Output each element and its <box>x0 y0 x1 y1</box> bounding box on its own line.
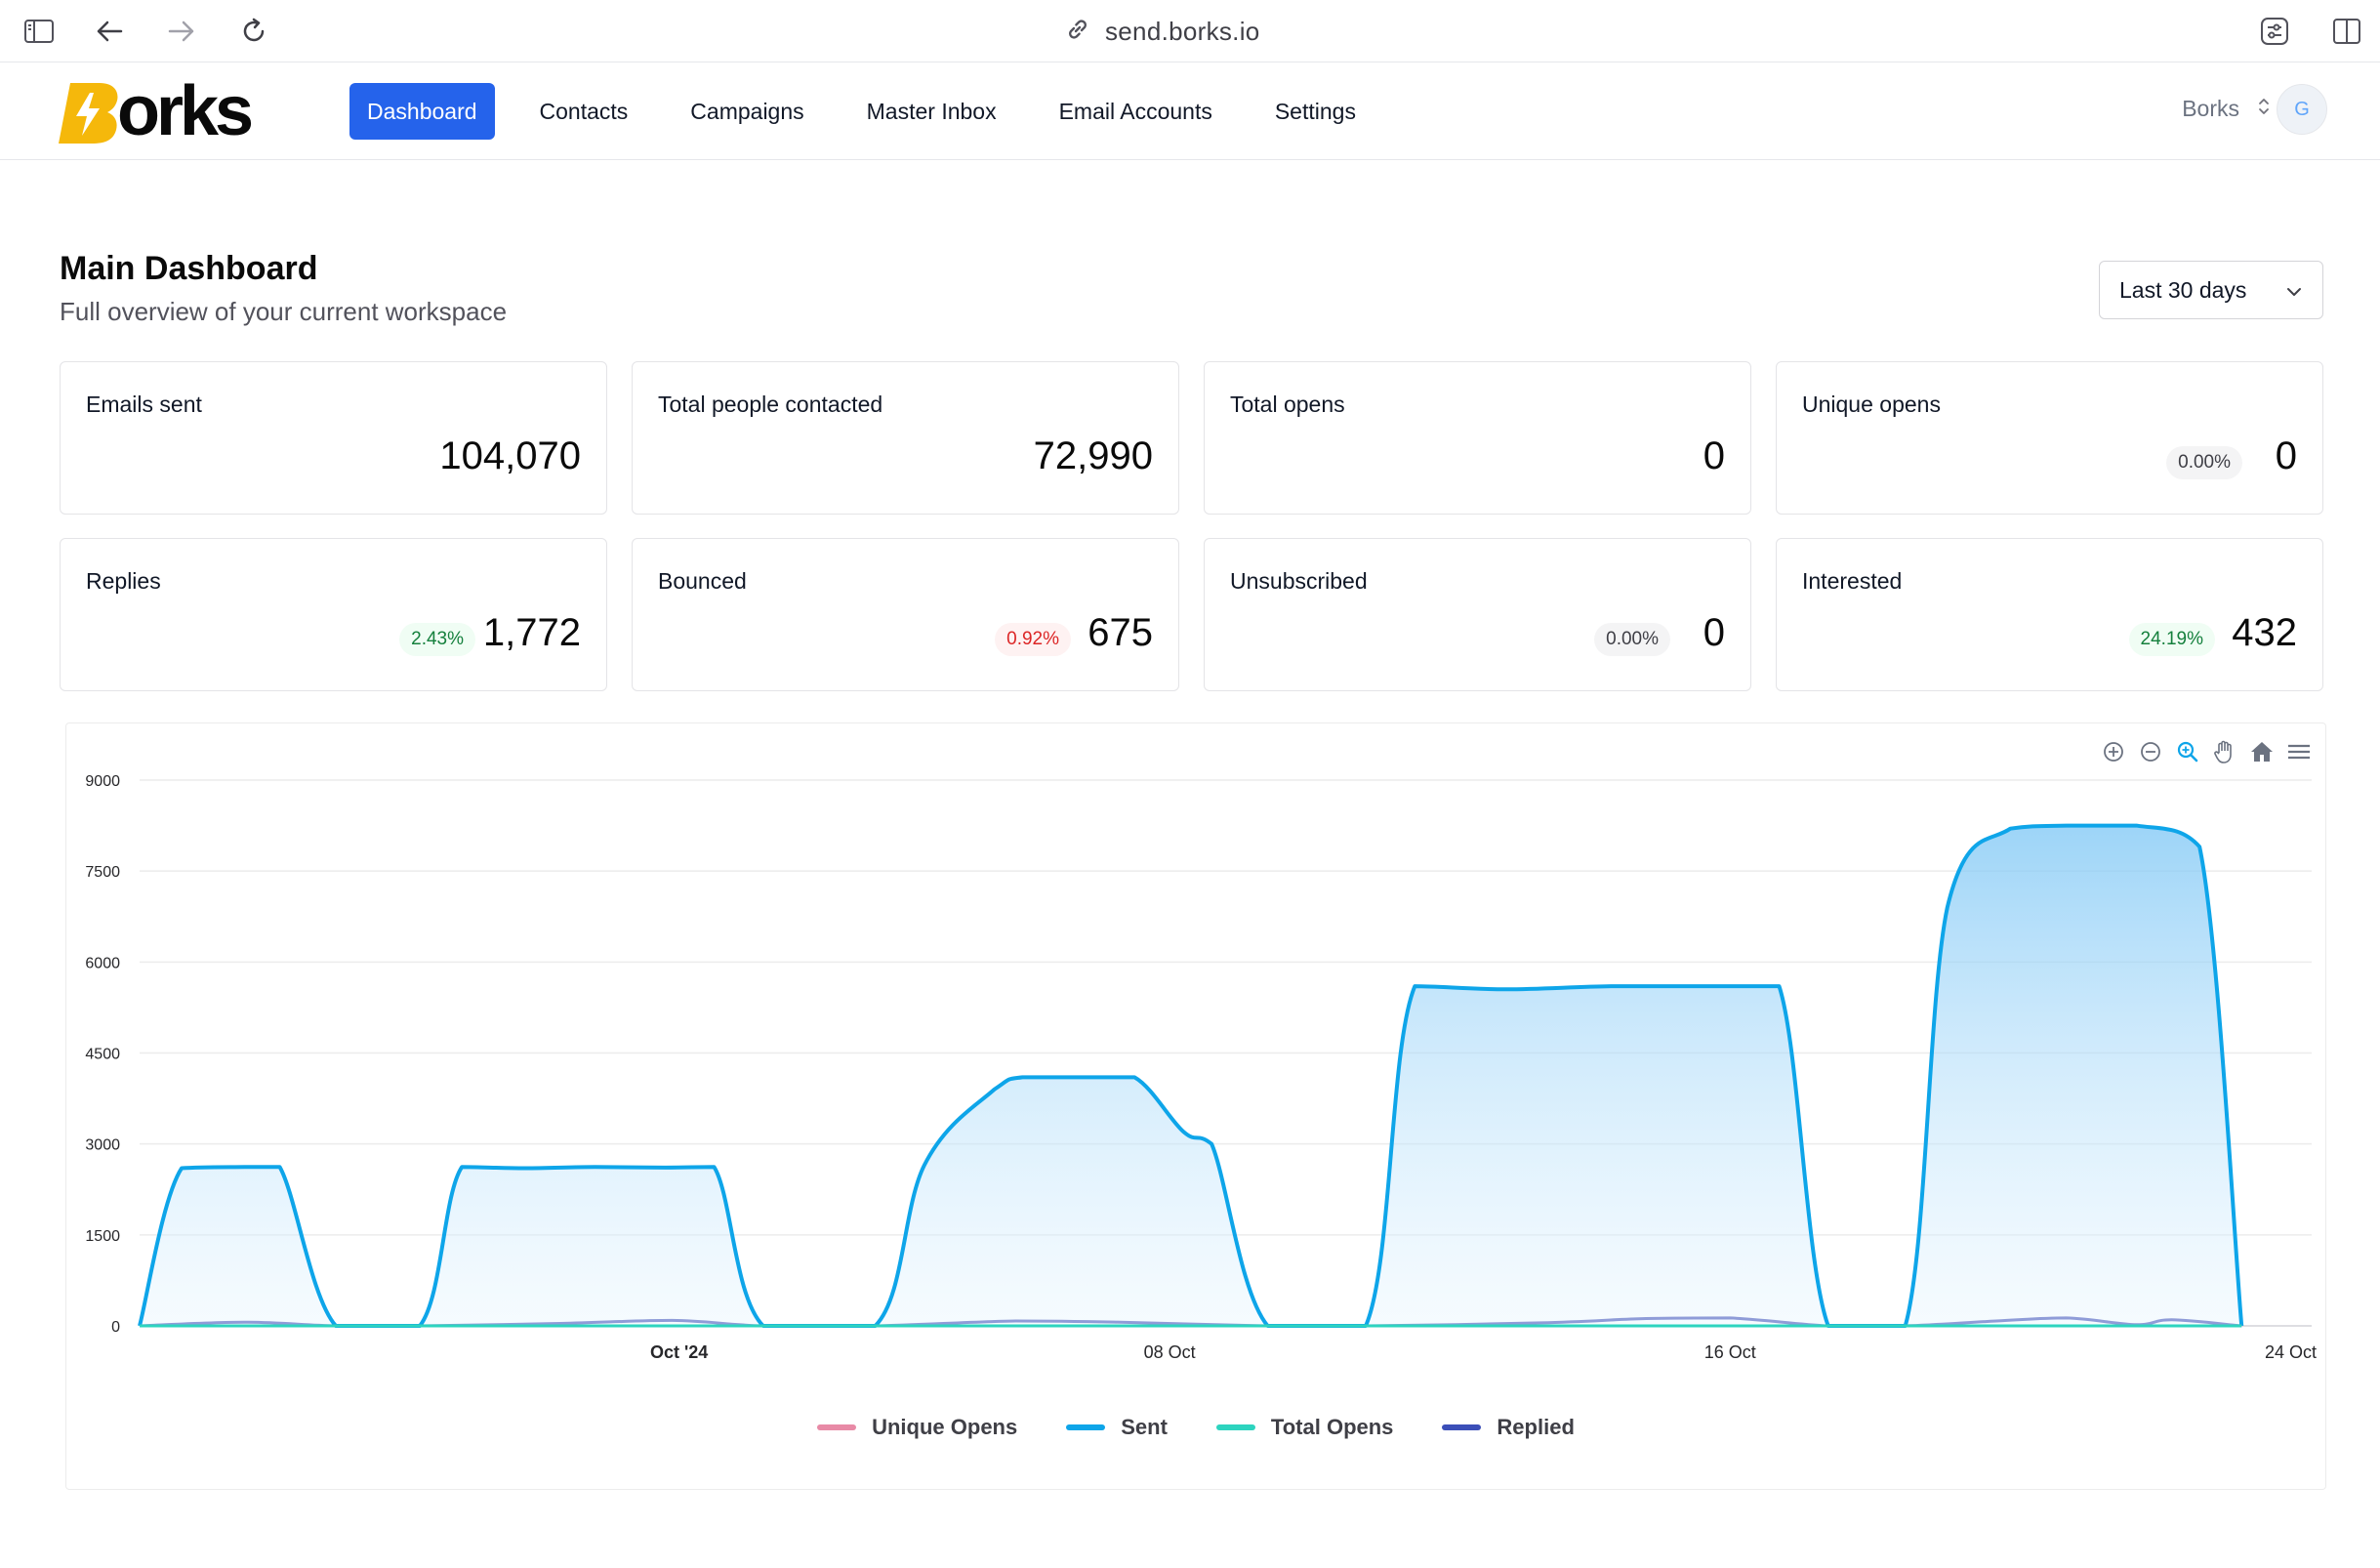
nav-settings[interactable]: Settings <box>1274 98 1356 124</box>
pan-hand-icon[interactable] <box>2210 737 2239 766</box>
stat-label: Unsubscribed <box>1230 568 1368 594</box>
stat-value: 72,990 <box>1033 434 1153 477</box>
stat-value: 104,070 <box>439 434 581 477</box>
stat-card-unsubscribed: Unsubscribed 0.00% 0 <box>1204 538 1751 691</box>
page-title: Main Dashboard <box>60 250 318 287</box>
back-arrow-icon[interactable] <box>94 16 125 47</box>
legend-label: Replied <box>1497 1415 1575 1439</box>
series-line-sent <box>138 823 2244 1328</box>
workspace-switcher[interactable]: Borks <box>2182 96 2271 122</box>
stat-label: Emails sent <box>86 392 202 417</box>
series-area-sent <box>140 825 2242 1326</box>
reset-home-icon[interactable] <box>2247 737 2277 766</box>
chart-toolbar <box>2099 737 2314 766</box>
app-header: orks Dashboard Contacts Campaigns Master… <box>0 62 2380 160</box>
browser-toolbar: send.borks.io <box>0 0 2380 62</box>
nav-campaigns[interactable]: Campaigns <box>690 98 804 124</box>
x-tick-label: 24 Oct <box>2265 1342 2317 1362</box>
workspace-name: Borks <box>2182 96 2239 121</box>
stat-value: 0 <box>1703 434 1725 477</box>
chart-plot: 9000 7500 6000 4500 3000 1500 0 Oct '24 08 Oct 16… <box>85 773 2317 1362</box>
legend-swatch <box>1442 1424 1482 1430</box>
stat-card-replies: Replies 2.43% 1,772 <box>60 538 607 691</box>
stat-percent-badge: 24.19% <box>2128 623 2215 656</box>
y-tick-label: 9000 <box>85 773 120 790</box>
forward-arrow-icon[interactable] <box>166 16 197 47</box>
stat-card-interested: Interested 24.19% 432 <box>1776 538 2323 691</box>
stat-percent-badge: 2.43% <box>399 623 475 656</box>
menu-icon[interactable] <box>2284 737 2314 766</box>
chevron-up-down-icon <box>2257 96 2271 122</box>
legend-label: Total Opens <box>1270 1415 1394 1439</box>
stat-card-emails-sent: Emails sent 104,070 <box>60 361 607 515</box>
x-tick-label: 16 Oct <box>1704 1342 1756 1362</box>
zoom-out-icon[interactable] <box>2136 737 2165 766</box>
y-tick-label: 7500 <box>85 864 120 881</box>
stat-value: 675 <box>1087 611 1153 654</box>
x-tick-label: 08 Oct <box>1144 1342 1196 1362</box>
logo-wordmark: orks <box>117 72 254 150</box>
legend-item-unique-opens[interactable]: Unique Opens <box>817 1415 1017 1440</box>
legend-item-replied[interactable]: Replied <box>1442 1415 1575 1440</box>
sidebar-toggle-icon[interactable] <box>23 16 55 47</box>
date-range-select[interactable]: Last 30 days <box>2099 261 2323 319</box>
legend-item-total-opens[interactable]: Total Opens <box>1215 1415 1394 1440</box>
legend-swatch <box>1215 1424 1255 1430</box>
stat-label: Unique opens <box>1802 392 1941 417</box>
user-avatar[interactable]: G <box>2277 84 2327 135</box>
y-tick-label: 4500 <box>85 1047 120 1063</box>
stat-card-people-contacted: Total people contacted 72,990 <box>632 361 1179 515</box>
site-settings-icon[interactable] <box>2259 16 2290 47</box>
stat-value: 0 <box>2275 434 2297 477</box>
stat-card-bounced: Bounced 0.92% 675 <box>632 538 1179 691</box>
address-bar[interactable]: send.borks.io <box>1064 14 1260 49</box>
legend-label: Sent <box>1121 1415 1168 1439</box>
nav-contacts[interactable]: Contacts <box>539 98 629 124</box>
legend-swatch <box>1066 1424 1106 1430</box>
nav-dashboard[interactable]: Dashboard <box>349 83 495 140</box>
date-range-value: Last 30 days <box>2119 276 2247 303</box>
y-tick-label: 0 <box>111 1319 120 1336</box>
chart-legend: Unique Opens Sent Total Opens Replied <box>66 1415 2325 1440</box>
y-tick-label: 3000 <box>85 1137 120 1154</box>
stat-percent-badge: 0.00% <box>1594 623 1670 656</box>
stat-percent-badge: 0.92% <box>995 623 1071 656</box>
stat-value: 432 <box>2232 611 2297 654</box>
brand-logo[interactable]: orks <box>57 72 254 150</box>
stat-card-total-opens: Total opens 0 <box>1204 361 1751 515</box>
logo-mark <box>57 79 121 144</box>
selection-zoom-icon[interactable] <box>2173 737 2202 766</box>
y-tick-label: 6000 <box>85 955 120 971</box>
nav-master-inbox[interactable]: Master Inbox <box>866 98 997 124</box>
stat-value: 1,772 <box>482 611 581 654</box>
chevron-down-icon <box>2285 277 2303 304</box>
legend-item-sent[interactable]: Sent <box>1066 1415 1168 1440</box>
split-view-icon[interactable] <box>2331 16 2362 47</box>
x-tick-label: Oct '24 <box>650 1342 708 1362</box>
y-tick-label: 1500 <box>85 1228 120 1245</box>
stat-label: Bounced <box>658 568 747 594</box>
legend-label: Unique Opens <box>872 1415 1018 1439</box>
stat-label: Interested <box>1802 568 1903 594</box>
stat-percent-badge: 0.00% <box>2166 446 2242 479</box>
stat-card-unique-opens: Unique opens 0.00% 0 <box>1776 361 2323 515</box>
stat-label: Replies <box>86 568 161 594</box>
zoom-in-icon[interactable] <box>2099 737 2128 766</box>
nav-email-accounts[interactable]: Email Accounts <box>1058 98 1212 124</box>
main-nav: Dashboard Contacts Campaigns Master Inbo… <box>349 83 1401 140</box>
stat-label: Total people contacted <box>658 392 883 417</box>
stat-label: Total opens <box>1230 392 1345 417</box>
page-subtitle: Full overview of your current workspace <box>60 297 508 326</box>
link-icon <box>1064 16 1091 48</box>
stat-value: 0 <box>1703 611 1725 654</box>
legend-swatch <box>817 1424 857 1430</box>
activity-chart: 9000 7500 6000 4500 3000 1500 0 Oct '24 08 Oct 16… <box>65 722 2326 1490</box>
url-text: send.borks.io <box>1105 16 1260 46</box>
reload-icon[interactable] <box>238 16 269 47</box>
